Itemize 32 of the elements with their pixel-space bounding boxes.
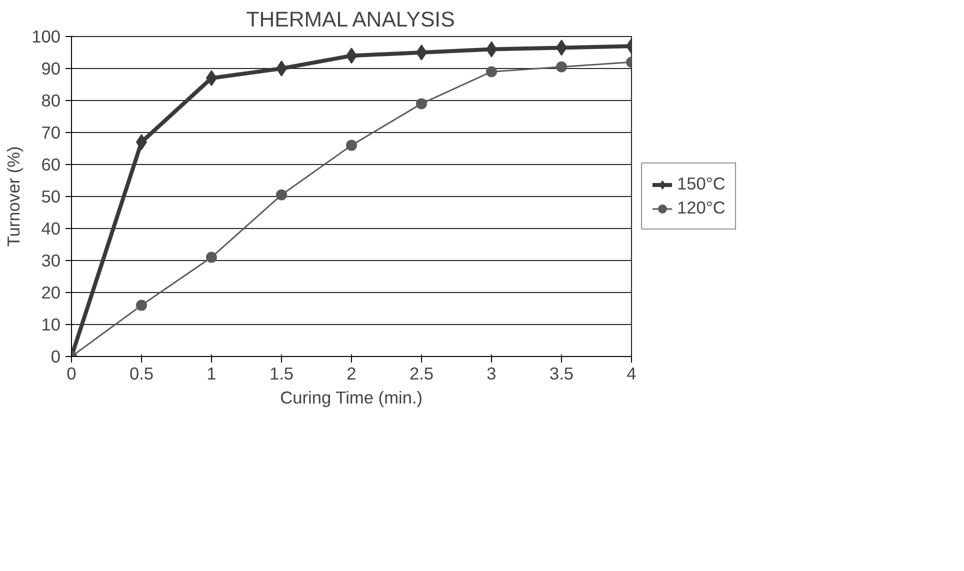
point: [276, 189, 287, 200]
x-tick-label: 0: [66, 364, 76, 384]
x-tick-label: 2.5: [409, 364, 434, 384]
point: [556, 61, 567, 72]
y-tick-label: 50: [41, 186, 61, 206]
y-tick-label: 20: [41, 282, 61, 302]
y-tick-label: 100: [32, 26, 61, 46]
point: [346, 140, 357, 151]
x-tick-label: 2: [346, 364, 356, 384]
y-axis-title: Turnover (%): [4, 146, 24, 247]
x-tick-label: 3.5: [549, 364, 574, 384]
legend-label: 120°C: [677, 198, 726, 218]
x-tick-label: 1.5: [269, 364, 294, 384]
y-tick-label: 30: [41, 250, 61, 270]
y-tick-label: 60: [41, 154, 61, 174]
x-tick-label: 3: [486, 364, 496, 384]
x-tick-label: 1: [206, 364, 216, 384]
point: [136, 300, 147, 311]
y-tick-label: 80: [41, 90, 61, 110]
y-tick-label: 0: [50, 346, 61, 366]
y-tick-label: 90: [41, 58, 61, 78]
y-tick-label: 10: [41, 314, 61, 334]
y-tick-label: 40: [41, 218, 61, 238]
point: [206, 252, 217, 263]
y-tick-label: 70: [41, 122, 61, 142]
x-axis-title: Curing Time (min.): [280, 388, 423, 408]
chart-title: THERMAL ANALYSIS: [246, 8, 455, 32]
point: [486, 66, 497, 78]
point: [416, 98, 427, 110]
legend-label: 150°C: [677, 174, 726, 194]
x-tick-label: 0.5: [129, 364, 154, 384]
x-tick-label: 4: [626, 364, 637, 384]
